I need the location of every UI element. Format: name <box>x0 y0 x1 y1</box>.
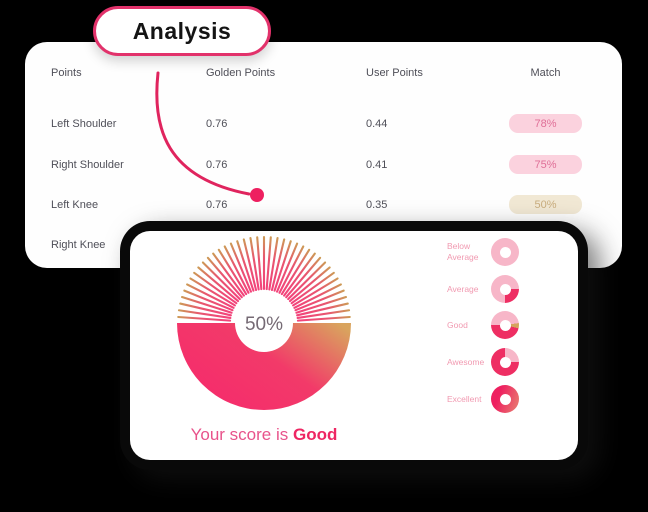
table-row: Left Knee 0.76 0.35 50% <box>25 195 622 214</box>
gauge-ray <box>270 238 286 292</box>
table-row: Right Shoulder 0.76 0.41 75% <box>25 155 622 174</box>
gauge-ray <box>283 252 316 297</box>
gauge-ray <box>290 271 335 305</box>
gauge-ray <box>292 277 339 307</box>
cell-point-name: Left Knee <box>51 199 99 211</box>
gauge-ray <box>212 252 245 297</box>
gauge-center-hole <box>235 294 293 352</box>
gauge-filled-sector <box>177 323 351 410</box>
legend-label: Good <box>447 319 468 330</box>
table-row: Right Knee <box>25 238 622 252</box>
legend-label: Average <box>447 283 479 294</box>
legend-donut-icon <box>491 311 519 339</box>
gauge-ray <box>223 245 250 294</box>
match-badge: 50% <box>509 195 582 214</box>
gauge-ray <box>268 237 279 291</box>
score-caption-prefix: Your score is <box>190 425 289 444</box>
cell-golden-points: 0.76 <box>206 159 228 171</box>
gauge-ray <box>236 240 255 292</box>
legend-item: Average <box>447 275 567 303</box>
gauge-ray <box>293 283 342 309</box>
legend-donut-icon <box>491 275 519 303</box>
gauge-ray <box>229 242 252 293</box>
gauge-center-label: 50% <box>245 314 283 335</box>
legend-item: Below Average <box>447 238 567 266</box>
score-card: 50% Your score is Good Below Average Aver… <box>130 231 578 460</box>
gauge-ray <box>296 302 349 317</box>
score-caption-value: Good <box>293 425 338 444</box>
gauge-ray <box>242 238 258 292</box>
table-header-row: Points Golden Points User Points Match <box>25 66 622 80</box>
match-badge: 75% <box>509 155 582 174</box>
legend-donut-icon <box>491 385 519 413</box>
gauge-ray <box>201 261 241 301</box>
gauge-ray <box>285 256 322 299</box>
score-gauge-chart: 50% <box>177 235 351 410</box>
analysis-title: Analysis <box>132 17 232 44</box>
gauge-ray <box>179 302 232 317</box>
gauge-ray <box>206 256 243 299</box>
gauge-ray <box>273 240 292 292</box>
gauge-ray <box>276 242 299 293</box>
cell-golden-points: 0.76 <box>206 118 228 130</box>
header-points: Points <box>51 67 82 79</box>
gauge-ray <box>265 236 272 291</box>
gauge-ray <box>294 289 345 312</box>
gauge-ray <box>256 236 263 291</box>
gauge-ray <box>296 315 351 322</box>
score-caption: Your score is Good <box>130 425 398 445</box>
gauge-ray <box>217 248 248 296</box>
cell-user-points: 0.35 <box>366 199 388 211</box>
header-golden-points: Golden Points <box>206 67 276 79</box>
analysis-title-pill: Analysis <box>93 6 271 56</box>
legend-item: Good <box>447 311 567 339</box>
legend-donut-icon <box>491 238 519 266</box>
gauge-ray <box>296 309 351 320</box>
gauge-ray <box>287 261 327 301</box>
legend-donut-icon <box>491 348 519 376</box>
legend-label: Below Average <box>447 241 479 262</box>
gauge-ray <box>197 266 240 303</box>
table-row: Left Shoulder 0.76 0.44 78% <box>25 114 622 133</box>
legend-item: Awesome <box>447 348 567 376</box>
gauge-ray <box>295 295 348 314</box>
cell-point-name: Right Shoulder <box>51 159 124 171</box>
header-user-points: User Points <box>366 67 423 79</box>
cell-point-name: Right Knee <box>51 239 106 251</box>
legend-label: Awesome <box>447 356 485 367</box>
legend-label: Excellent <box>447 393 482 404</box>
gauge-ray <box>183 289 234 312</box>
header-match: Match <box>530 67 561 79</box>
legend-item: Excellent <box>447 385 567 413</box>
score-device-frame: 50% Your score is Good Below Average Aver… <box>120 221 588 470</box>
gauge-ray <box>186 283 235 309</box>
gauge-ray <box>180 295 233 314</box>
gauge-ray <box>177 315 232 322</box>
gauge-ray <box>193 271 238 305</box>
cell-point-name: Left Shoulder <box>51 118 117 130</box>
cell-golden-points: 0.76 <box>206 199 228 211</box>
gauge-ray <box>280 248 311 296</box>
gauge-ray <box>288 266 331 303</box>
cell-user-points: 0.41 <box>366 159 388 171</box>
gauge-ray <box>177 309 232 320</box>
gauge-ray <box>249 237 260 291</box>
cell-user-points: 0.44 <box>366 118 388 130</box>
gauge-ray <box>278 245 305 294</box>
match-badge: 78% <box>509 114 582 133</box>
gauge-rays <box>177 235 351 322</box>
gauge-ray <box>189 277 236 307</box>
